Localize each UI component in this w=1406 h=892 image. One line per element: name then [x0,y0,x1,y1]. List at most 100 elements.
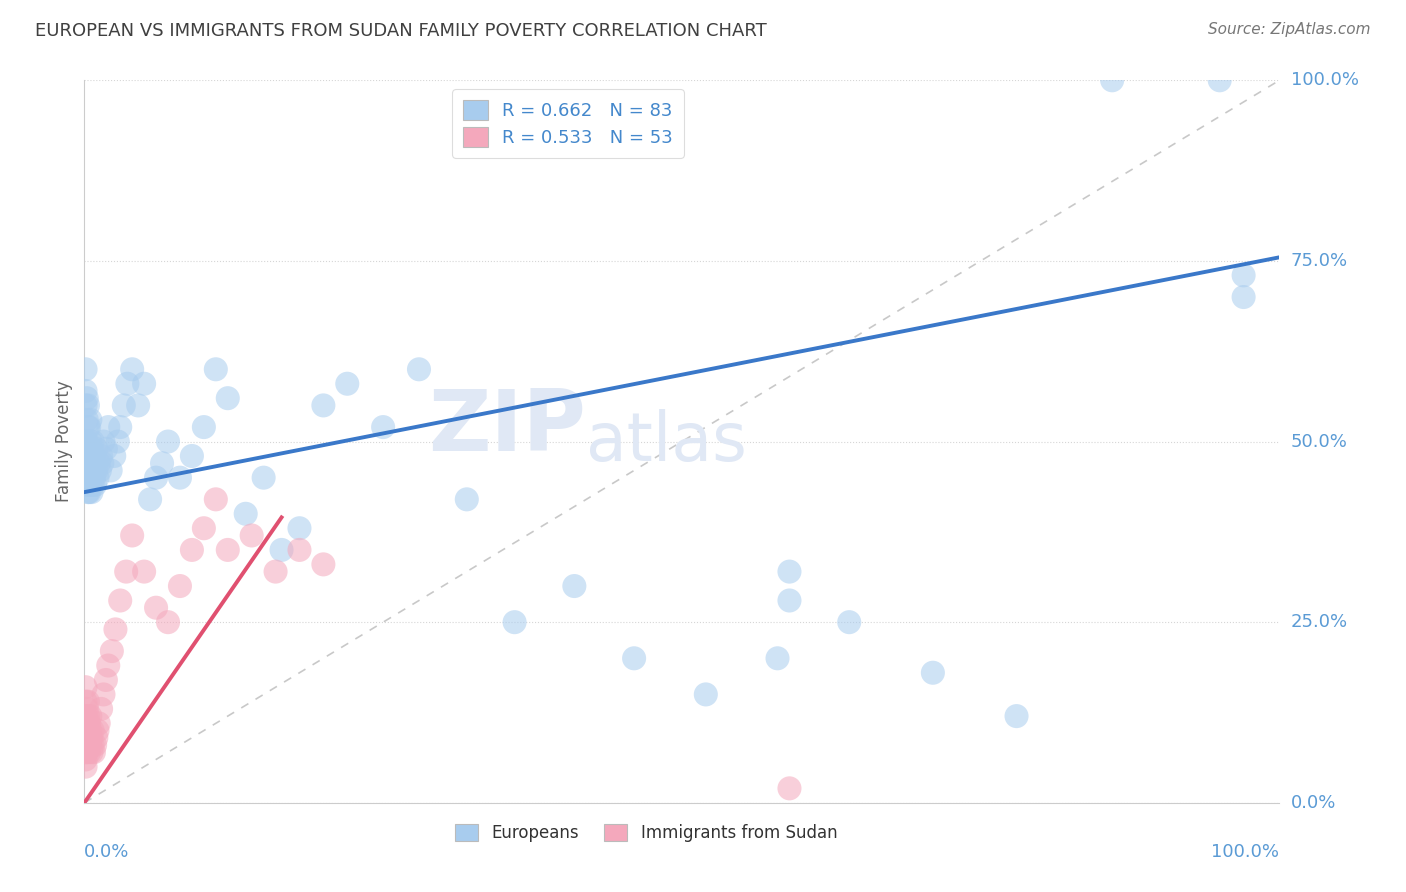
Point [157,434,180,449]
Point [86,442,108,456]
Point [82,456,104,470]
Point [145,600,167,615]
Point [121,362,143,376]
Text: 0.0%: 0.0% [84,843,129,861]
Point [77,745,100,759]
Text: 50.0%: 50.0% [1291,433,1347,450]
Point [838,615,860,630]
Point [87,716,110,731]
Text: Source: ZipAtlas.com: Source: ZipAtlas.com [1208,22,1371,37]
Point [75,384,97,398]
Point [76,478,98,492]
Point [97,420,120,434]
Point [104,623,127,637]
Point [115,565,138,579]
Y-axis label: Family Poverty: Family Poverty [55,381,73,502]
Text: 100.0%: 100.0% [1212,843,1279,861]
Point [75,760,97,774]
Point [83,745,105,759]
Point [193,521,215,535]
Point [75,398,97,412]
Text: ZIP: ZIP [429,385,586,468]
Point [77,716,100,731]
Point [79,413,101,427]
Legend: Europeans, Immigrants from Sudan: Europeans, Immigrants from Sudan [449,817,844,848]
Point [76,702,98,716]
Point [84,456,107,470]
Point [117,376,139,391]
Point [86,470,108,484]
Point [181,449,204,463]
Point [77,485,100,500]
Point [112,398,135,412]
Point [132,376,156,391]
Point [169,470,191,484]
Text: 100.0%: 100.0% [1291,71,1358,89]
Point [80,731,103,745]
Point [75,738,97,752]
Point [103,449,125,463]
Point [82,723,104,738]
Text: 75.0%: 75.0% [1291,252,1348,270]
Point [80,442,103,456]
Point [205,492,228,507]
Point [312,398,335,412]
Point [240,528,263,542]
Point [83,470,105,484]
Point [217,391,239,405]
Point [110,420,132,434]
Point [75,695,97,709]
Point [76,391,98,405]
Point [373,420,395,434]
Point [288,542,311,557]
Point [75,680,97,694]
Point [1233,290,1256,304]
Point [766,651,789,665]
Point [121,528,143,542]
Point [456,492,478,507]
Text: EUROPEAN VS IMMIGRANTS FROM SUDAN FAMILY POVERTY CORRELATION CHART: EUROPEAN VS IMMIGRANTS FROM SUDAN FAMILY… [35,22,766,40]
Point [564,579,586,593]
Point [76,731,98,745]
Point [779,781,801,796]
Point [77,709,100,723]
Point [132,565,156,579]
Point [82,434,104,449]
Point [76,413,98,427]
Point [79,738,101,752]
Point [89,463,111,477]
Point [336,376,359,391]
Point [101,644,124,658]
Point [1005,709,1028,723]
Point [84,478,107,492]
Point [100,463,122,477]
Point [145,470,167,484]
Point [205,362,228,376]
Point [77,420,100,434]
Point [75,362,97,376]
Point [77,723,100,738]
Point [107,434,129,449]
Point [79,478,101,492]
Point [94,673,117,687]
Point [80,485,103,500]
Point [93,434,115,449]
Point [77,463,100,477]
Point [75,709,97,723]
Point [312,558,335,572]
Point [1101,73,1123,87]
Point [79,709,101,723]
Point [76,456,98,470]
Point [288,521,311,535]
Point [76,745,98,759]
Point [77,398,100,412]
Point [193,420,215,434]
Point [80,745,103,759]
Point [77,442,100,456]
Point [157,615,180,630]
Point [1233,268,1256,283]
Point [86,731,108,745]
Point [75,723,97,738]
Point [75,745,97,759]
Point [82,738,104,752]
